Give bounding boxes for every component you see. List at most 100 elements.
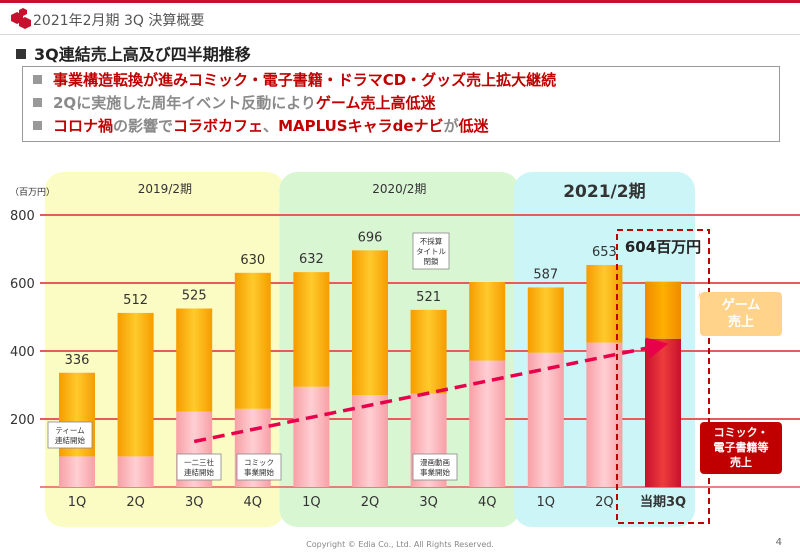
x-tick-label: 当期3Q bbox=[640, 494, 686, 510]
copyright-footer: Copyright © Edia Co., Ltd. All Rights Re… bbox=[306, 540, 494, 549]
highlight-total-label: 604百万円 bbox=[625, 238, 701, 256]
callout-text: ティーム bbox=[55, 426, 84, 435]
callout-text: 事業開始 bbox=[420, 467, 450, 477]
key-point-3: コロナ禍の影響でコラボカフェ、MAPLUSキャラdeナビが低迷 bbox=[33, 115, 779, 138]
section-heading: 3Q連結売上高及び四半期推移 bbox=[16, 41, 251, 65]
bar-total-label: 525 bbox=[182, 289, 207, 304]
bar-total-label: 630 bbox=[240, 253, 265, 268]
x-tick-label: 2Q bbox=[595, 495, 614, 510]
y-tick-label: 400 bbox=[10, 345, 35, 360]
callout-box bbox=[412, 453, 458, 481]
key-point-text: の影響で bbox=[113, 117, 174, 135]
trend-arrow bbox=[193, 337, 669, 444]
logo-icon bbox=[11, 8, 31, 29]
callout-text: 連結開始 bbox=[184, 467, 214, 477]
bar-game-segment bbox=[410, 309, 447, 394]
callout-text: 連結開始 bbox=[55, 435, 85, 445]
legend-comic-text: コミック・ bbox=[714, 426, 769, 439]
bar-game-segment bbox=[234, 272, 271, 409]
callout-text: 事業開始 bbox=[244, 467, 274, 477]
key-point-text: が bbox=[443, 117, 459, 135]
legend-game-text: ゲーム bbox=[722, 297, 761, 313]
bar-total-label: 632 bbox=[299, 252, 324, 267]
callout-text: タイトル bbox=[416, 247, 446, 256]
bar-total-label: 587 bbox=[533, 267, 558, 282]
bar-total-label: 336 bbox=[65, 353, 90, 368]
fiscal-group-label: 2019/2期 bbox=[138, 182, 192, 196]
bar-comic-segment bbox=[527, 352, 564, 487]
header: 2021年2月期 3Q 決算概要 bbox=[0, 3, 800, 33]
x-tick-label: 1Q bbox=[537, 495, 556, 510]
callout-box bbox=[236, 453, 282, 481]
header-divider bbox=[0, 34, 800, 35]
x-tick-label: 4Q bbox=[244, 495, 263, 510]
fiscal-group-panel bbox=[45, 172, 285, 527]
x-tick-label: 3Q bbox=[419, 495, 438, 510]
bar-comic-segment bbox=[352, 395, 388, 487]
page-header-title: 2021年2月期 3Q 決算概要 bbox=[33, 13, 205, 29]
bar-game-segment bbox=[352, 250, 388, 396]
key-points-box: 事業構造転換が進みコミック・電子書籍・ドラマCD・グッズ売上拡大継続 2Qに実施し… bbox=[22, 66, 780, 142]
bar-game-segment bbox=[645, 281, 681, 339]
y-axis-label: （百万円） bbox=[10, 187, 55, 198]
legend-comic-text: 電子書籍等 bbox=[714, 440, 769, 454]
key-point-1: 事業構造転換が進みコミック・電子書籍・ドラマCD・グッズ売上拡大継続 bbox=[33, 69, 779, 92]
x-tick-label: 2Q bbox=[361, 495, 380, 510]
square-bullet-icon bbox=[16, 49, 26, 59]
key-point-text: コロナ禍 bbox=[53, 117, 114, 135]
x-tick-label: 2Q bbox=[126, 495, 145, 510]
legend-comic-bubble bbox=[700, 422, 782, 474]
page-number: 4 bbox=[775, 537, 782, 548]
square-bullet-icon bbox=[33, 121, 42, 130]
x-tick-label: 1Q bbox=[302, 495, 321, 510]
fiscal-group-label: 2021/2期 bbox=[563, 182, 645, 202]
x-tick-label: 3Q bbox=[185, 495, 204, 510]
legend-comic-text: 売上 bbox=[730, 455, 752, 469]
legend-game-bubble bbox=[700, 292, 782, 336]
callout-box bbox=[176, 453, 222, 481]
callout-box bbox=[47, 421, 93, 449]
legend-game-text: 売上 bbox=[728, 314, 754, 330]
bar-total-label: 696 bbox=[358, 230, 383, 245]
x-tick-label: 4Q bbox=[478, 495, 497, 510]
current-quarter-frame bbox=[616, 229, 710, 524]
bar-comic-segment bbox=[645, 338, 681, 487]
key-point-text: MAPLUSキャラdeナビ bbox=[278, 117, 444, 135]
section-heading-text: 3Q連結売上高及び四半期推移 bbox=[34, 45, 251, 64]
bar-comic-segment bbox=[117, 456, 154, 487]
callout-text: 不採算 bbox=[420, 236, 443, 246]
square-bullet-icon bbox=[33, 75, 42, 84]
fiscal-group-panel bbox=[279, 172, 520, 527]
bar-total-label: 512 bbox=[123, 293, 148, 308]
top-accent-bar bbox=[0, 0, 800, 3]
bar-total-label: 653 bbox=[592, 245, 617, 260]
y-tick-label: 600 bbox=[10, 277, 35, 292]
bar-game-segment bbox=[293, 272, 330, 387]
bar-game-segment bbox=[176, 308, 213, 412]
bar-comic-segment bbox=[469, 360, 506, 487]
callout-text: 一二三社 bbox=[184, 457, 214, 467]
bar-game-segment bbox=[117, 312, 154, 457]
key-point-text: コラボカフェ bbox=[173, 117, 264, 135]
bar-total-label: 521 bbox=[416, 290, 441, 305]
bar-comic-segment bbox=[59, 456, 95, 487]
key-point-text: 事業構造転換が進みコミック・電子書籍・ドラマCD・グッズ売上拡大継続 bbox=[53, 71, 557, 89]
callout-text: 漫画動画 bbox=[420, 457, 450, 467]
callout-text: 閉鎖 bbox=[424, 256, 439, 266]
key-point-2: 2Qに実施した周年イベント反動によりゲーム売上高低迷 bbox=[33, 92, 779, 115]
square-bullet-icon bbox=[33, 98, 42, 107]
y-tick-label: 200 bbox=[10, 413, 35, 428]
fiscal-group-label: 2020/2期 bbox=[372, 182, 426, 196]
bar-game-segment bbox=[469, 281, 506, 361]
key-point-text: 、 bbox=[263, 117, 279, 135]
key-point-text: 2Qに実施した周年イベント反動により bbox=[53, 94, 316, 112]
key-point-text: ゲーム売上高低迷 bbox=[315, 94, 436, 112]
key-point-text: 低迷 bbox=[458, 117, 489, 135]
legend-game-pointer bbox=[698, 290, 700, 300]
x-tick-label: 1Q bbox=[68, 495, 87, 510]
y-tick-label: 800 bbox=[10, 209, 35, 224]
bar-comic-segment bbox=[293, 386, 330, 487]
bar-game-segment bbox=[527, 287, 564, 353]
callout-text: コミック bbox=[244, 458, 274, 467]
callout-box bbox=[412, 232, 450, 270]
